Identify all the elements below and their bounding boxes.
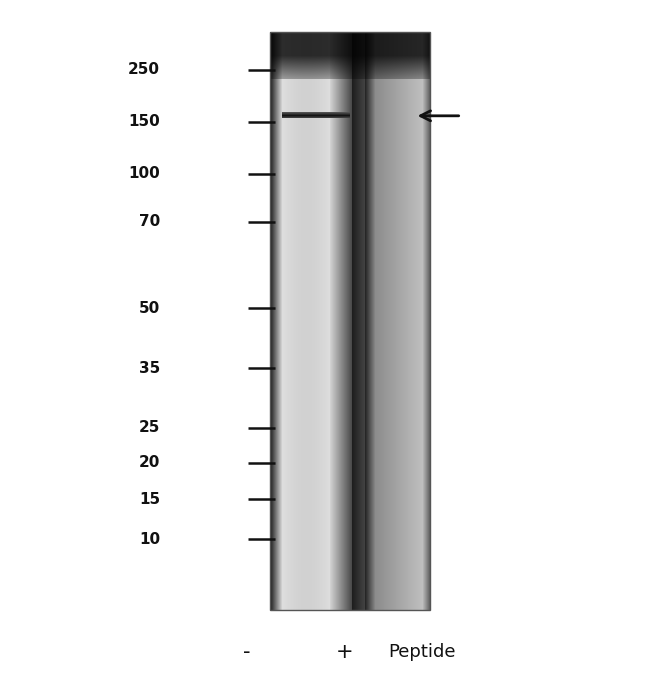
Text: 70: 70 (138, 214, 160, 229)
Text: 15: 15 (139, 492, 160, 506)
Text: 25: 25 (138, 421, 160, 436)
Text: -: - (243, 642, 251, 662)
Bar (270, 32, 430, 610)
Text: 50: 50 (138, 301, 160, 316)
Text: 10: 10 (139, 532, 160, 547)
Text: 100: 100 (128, 166, 160, 181)
Text: 250: 250 (128, 62, 160, 77)
Text: 150: 150 (128, 114, 160, 129)
Text: Peptide: Peptide (389, 643, 456, 661)
Text: 20: 20 (138, 455, 160, 470)
Text: 35: 35 (138, 361, 160, 376)
Text: +: + (335, 642, 354, 662)
